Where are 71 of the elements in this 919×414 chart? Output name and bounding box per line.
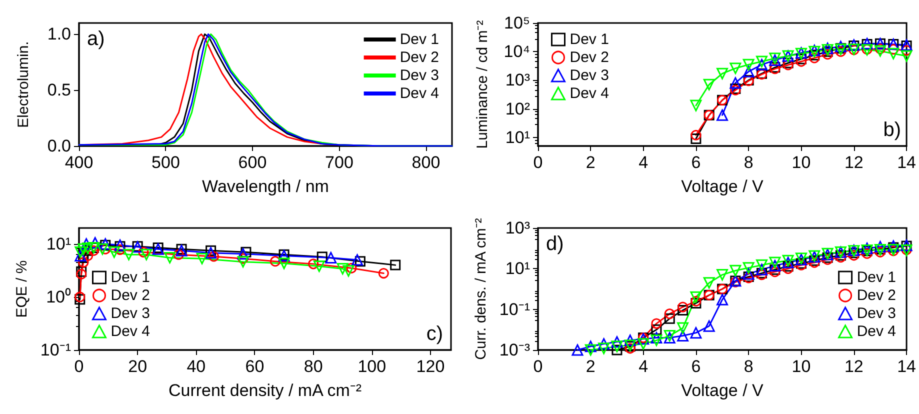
- x-tick-label: 120: [416, 357, 445, 376]
- legend-label: Dev 1: [110, 269, 150, 286]
- y-tick-label: 10¹: [46, 234, 72, 254]
- y-tick-label: 10⁻¹: [499, 300, 530, 319]
- legend-label: Dev 2: [400, 49, 440, 66]
- legend-label: Dev 1: [570, 31, 609, 48]
- x-tick-label: 600: [238, 153, 267, 172]
- x-tick-label: 2: [586, 153, 596, 172]
- y-tick-label: 10⁵: [504, 14, 530, 32]
- y-tick-label: 10⁴: [504, 42, 530, 62]
- x-tick-label: 4: [638, 153, 648, 172]
- x-tick-label: 400: [64, 153, 94, 172]
- x-tick-label: 10: [792, 357, 811, 376]
- legend-label: Dev 1: [400, 31, 440, 48]
- legend-label: Dev 4: [856, 323, 896, 340]
- legend-label: Dev 4: [400, 85, 440, 102]
- legend-label: Dev 4: [110, 323, 150, 340]
- x-tick-label: 0: [533, 153, 543, 172]
- legend-label: Dev 2: [570, 49, 609, 66]
- y-tick-label: 10³: [505, 218, 530, 238]
- y-tick-label: 10⁻¹: [40, 340, 72, 360]
- legend-label: Dev 3: [110, 305, 150, 322]
- y-tick-label: 10⁻³: [499, 340, 530, 360]
- legend-label: Dev 1: [856, 269, 896, 286]
- annotation: a): [87, 28, 105, 50]
- y-axis-title: Electrolumin.: [15, 41, 32, 128]
- x-tick-label: 2: [586, 357, 596, 376]
- y-tick-label: 0.0: [47, 136, 71, 156]
- y-tick-label: 1.0: [47, 24, 71, 44]
- y-axis-title: Luminance / cd m⁻²: [474, 20, 491, 149]
- legend-label: Dev 2: [856, 287, 896, 304]
- legend-label: Dev 2: [110, 287, 150, 304]
- x-tick-label: 0: [533, 357, 543, 376]
- x-tick-label: 20: [128, 357, 148, 376]
- y-tick-label: 10¹: [505, 128, 530, 147]
- annotation: c): [426, 323, 444, 345]
- x-tick-label: 40: [186, 357, 206, 376]
- x-tick-label: 6: [691, 153, 701, 172]
- y-tick-label: 10⁰: [46, 287, 71, 306]
- x-axis-title: Current density / mA cm⁻²: [168, 381, 362, 400]
- x-tick-label: 800: [412, 153, 440, 172]
- y-axis-title: Curr. dens. / mA cm⁻²: [472, 218, 490, 360]
- y-tick-label: 10¹: [505, 259, 530, 278]
- x-tick-label: 700: [325, 153, 354, 172]
- annotation: d): [546, 233, 564, 255]
- x-tick-label: 500: [152, 153, 180, 172]
- legend-label: Dev 4: [570, 85, 609, 102]
- x-axis-title: Voltage / V: [681, 381, 764, 400]
- x-tick-label: 14: [897, 357, 916, 376]
- x-tick-label: 12: [844, 357, 864, 376]
- x-tick-label: 12: [844, 153, 864, 172]
- y-tick-label: 10³: [505, 70, 530, 90]
- x-axis-title: Wavelength / nm: [202, 177, 329, 196]
- y-tick-label: 0.5: [47, 80, 71, 100]
- x-axis-title: Voltage / V: [681, 177, 764, 196]
- x-tick-label: 8: [744, 357, 754, 376]
- x-tick-label: 100: [358, 357, 386, 376]
- legend-label: Dev 3: [400, 67, 440, 84]
- annotation: b): [883, 119, 902, 141]
- x-tick-label: 6: [691, 357, 701, 376]
- x-tick-label: 8: [744, 153, 754, 172]
- x-tick-label: 60: [245, 357, 264, 376]
- x-tick-label: 10: [792, 153, 811, 172]
- legend-label: Dev 3: [570, 67, 609, 84]
- x-tick-label: 14: [897, 153, 916, 172]
- legend-label: Dev 3: [856, 305, 896, 322]
- y-tick-label: 10²: [505, 99, 530, 118]
- x-tick-label: 4: [638, 357, 648, 376]
- x-tick-label: 80: [304, 357, 323, 376]
- x-tick-label: 0: [74, 357, 84, 376]
- y-axis-title: EQE / %: [14, 260, 31, 318]
